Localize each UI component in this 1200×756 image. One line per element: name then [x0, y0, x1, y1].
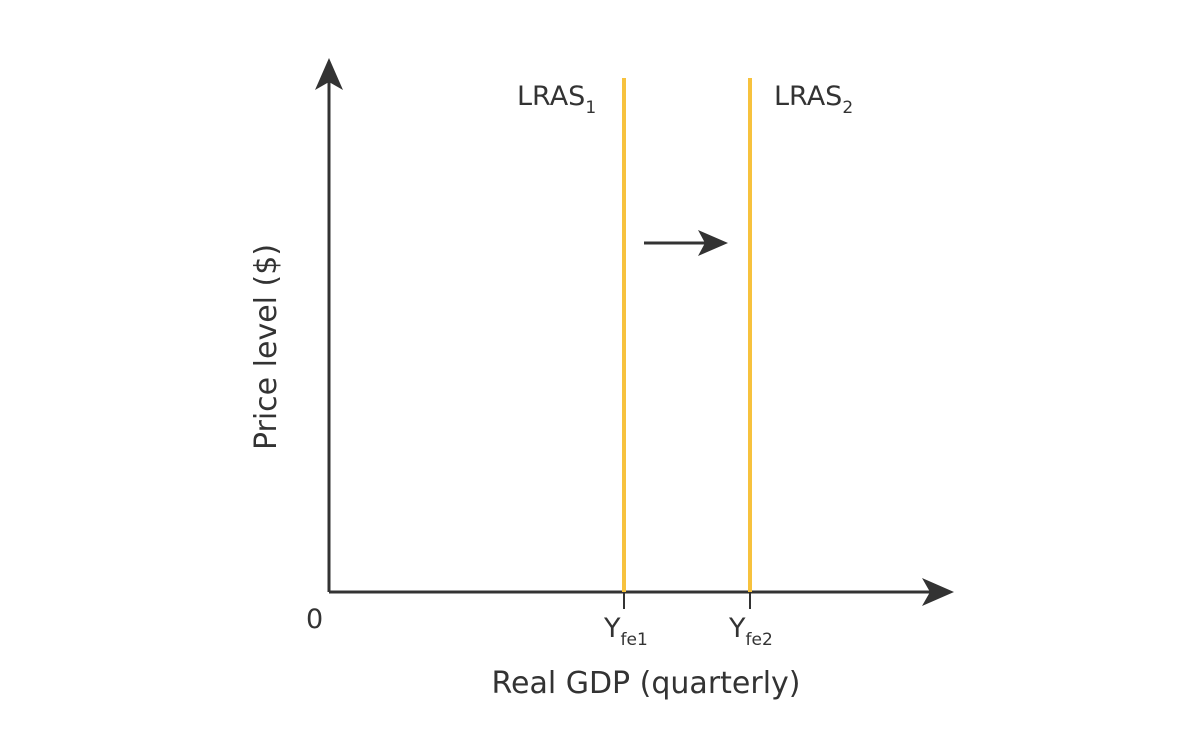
- shift-arrow-icon: [698, 230, 728, 256]
- tick-label-yfe2: Yfe2: [728, 613, 773, 650]
- tick-label-yfe1: Yfe1: [603, 613, 648, 650]
- y-axis-title: Price level ($): [249, 244, 284, 450]
- y-axis-arrowhead: [315, 58, 343, 90]
- lras2-label: LRAS2: [774, 81, 853, 118]
- lras1-label: LRAS1: [517, 81, 596, 118]
- tick-label-yfe2-subscript: fe2: [746, 630, 773, 650]
- origin-label: 0: [306, 604, 323, 635]
- lras1-subscript: 1: [585, 98, 596, 118]
- lras2-subscript: 2: [842, 98, 853, 118]
- x-axis-title: Real GDP (quarterly): [491, 666, 800, 701]
- x-axis-arrowhead: [922, 578, 954, 606]
- tick-label-yfe1-subscript: fe1: [621, 630, 648, 650]
